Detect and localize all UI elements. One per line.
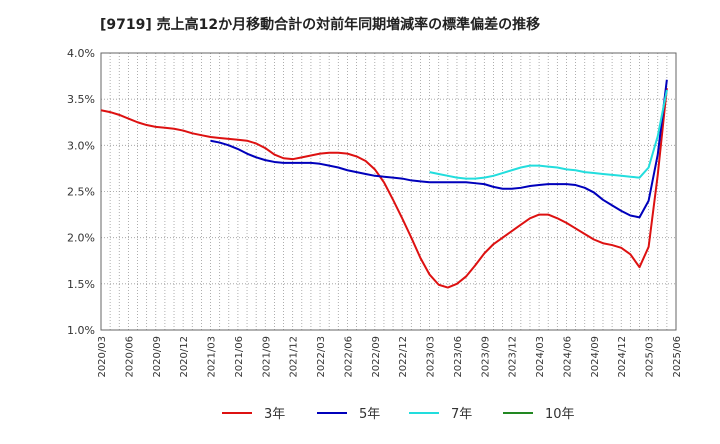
x-tick-label: 2021/09 (261, 336, 272, 378)
legend-label: 7年 (451, 407, 472, 422)
x-tick-label: 2021/03 (207, 336, 218, 378)
legend-item: 10年 (503, 407, 575, 422)
y-tick-label: 3.5% (67, 93, 95, 106)
x-tick-label: 2023/03 (426, 336, 437, 378)
x-tick-label: 2022/09 (371, 336, 382, 378)
y-tick-label: 1.0% (67, 324, 95, 337)
plot-frame (100, 52, 677, 331)
x-tick-label: 2020/03 (97, 336, 108, 378)
legend-label: 3年 (264, 407, 285, 422)
x-tick-label: 2022/06 (343, 336, 354, 378)
y-tick-label: 2.5% (67, 186, 95, 199)
y-tick-label: 4.0% (67, 47, 95, 60)
x-tick-label: 2024/09 (590, 336, 601, 378)
x-tick-label: 2025/03 (645, 336, 656, 378)
x-tick-label: 2024/03 (535, 336, 546, 378)
legend-item: 3年 (222, 407, 285, 422)
y-tick-label: 2.0% (67, 232, 95, 245)
x-tick-label: 2022/12 (398, 336, 409, 378)
chart-title: [9719] 売上高12か月移動合計の対前年同期増減率の標準偏差の推移 (100, 17, 541, 33)
x-tick-label: 2024/12 (617, 336, 628, 378)
legend-label: 10年 (545, 407, 575, 422)
x-tick-label: 2025/06 (672, 336, 683, 378)
x-tick-label: 2021/06 (234, 336, 245, 378)
series-line-7年 (429, 89, 668, 180)
legend-label: 5年 (359, 407, 380, 422)
x-tick-label: 2020/09 (152, 336, 163, 378)
x-tick-label: 2022/03 (316, 336, 327, 378)
x-tick-label: 2020/06 (124, 336, 135, 378)
legend-item: 5年 (317, 407, 380, 422)
y-tick-label: 3.0% (67, 139, 95, 152)
x-tick-label: 2021/12 (289, 336, 300, 378)
x-tick-label: 2024/06 (562, 336, 573, 378)
x-tick-label: 2023/12 (508, 336, 519, 378)
x-tick-label: 2020/12 (179, 336, 190, 378)
y-tick-label: 1.5% (67, 278, 95, 291)
legend-item: 7年 (409, 407, 472, 422)
series-line-5年 (210, 79, 668, 219)
x-tick-label: 2023/09 (480, 336, 491, 378)
series-line-3年 (100, 87, 668, 289)
x-tick-label: 2023/06 (453, 336, 464, 378)
